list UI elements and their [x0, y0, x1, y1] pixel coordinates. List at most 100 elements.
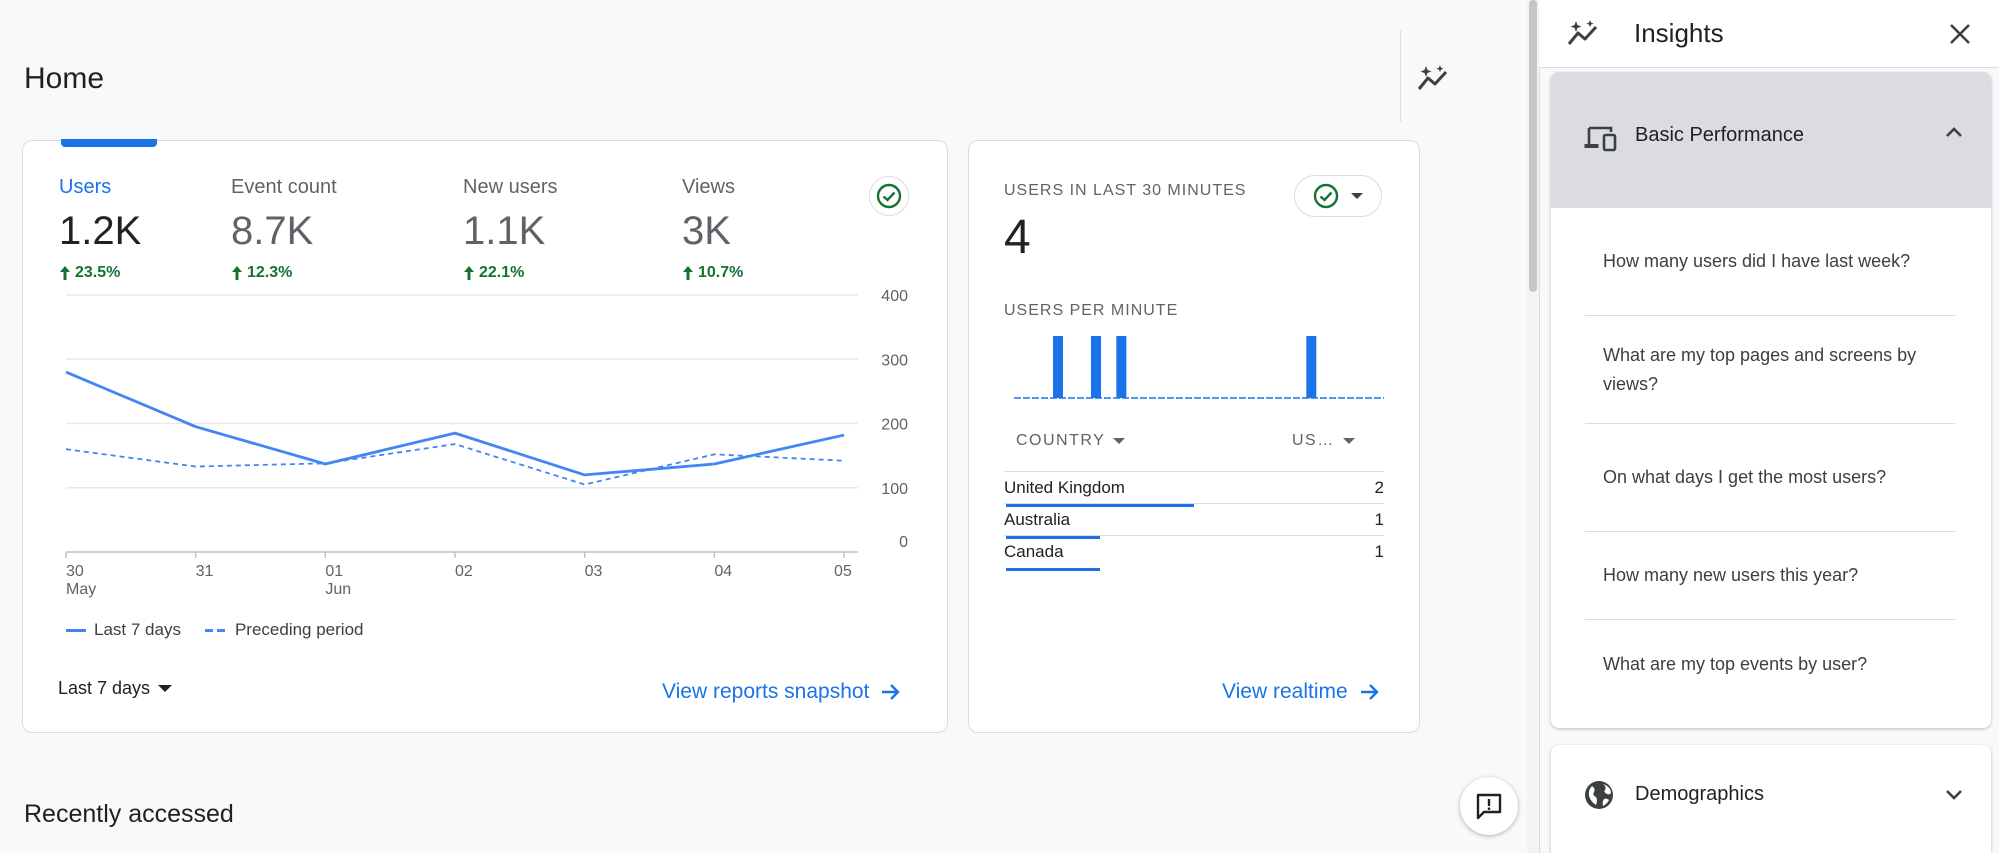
feedback-button[interactable]	[1460, 777, 1518, 835]
legend-item-previous: Preceding period	[204, 620, 364, 640]
insights-sparkle-icon	[1417, 65, 1448, 90]
per-minute-bar	[1053, 336, 1063, 398]
country-column-header[interactable]: COUNTRY	[1016, 432, 1126, 450]
metric-change: 22.1%	[463, 264, 557, 282]
insights-button[interactable]	[1416, 60, 1452, 96]
feedback-icon	[1476, 793, 1502, 820]
metric-label: Users	[59, 176, 112, 198]
share-bar	[1006, 536, 1100, 539]
view-realtime-link[interactable]: View realtime	[1222, 680, 1380, 704]
data-quality-button[interactable]	[869, 176, 909, 216]
users-per-minute-label: USERS PER MINUTE	[1004, 302, 1179, 319]
arrow-up-icon	[683, 266, 693, 280]
metric-label: Views	[682, 176, 735, 198]
legend-label: Last 7 days	[94, 620, 181, 639]
column-label: COUNTRY	[1016, 432, 1106, 449]
metric-users[interactable]: Users 1.2K 23.5%	[59, 176, 141, 282]
check-circle-icon	[1313, 183, 1339, 209]
share-bar	[1006, 568, 1100, 571]
summary-card	[22, 140, 948, 733]
date-range-label: Last 7 days	[58, 678, 151, 698]
table-row[interactable]: United Kingdom 2	[1004, 471, 1384, 507]
metric-change-value: 12.3%	[247, 264, 293, 281]
realtime-count: 4	[1004, 211, 1031, 264]
table-row[interactable]: Australia 1	[1004, 503, 1384, 539]
x-tick-month-label: May	[66, 581, 96, 598]
arrow-up-icon	[60, 266, 70, 280]
arrow-right-icon	[882, 684, 901, 700]
caret-down-icon	[1113, 437, 1126, 444]
legend-label: Preceding period	[234, 620, 364, 639]
metric-views[interactable]: Views 3K 10.7%	[682, 176, 743, 282]
view-reports-snapshot-link[interactable]: View reports snapshot	[662, 680, 901, 704]
close-insights-button[interactable]	[1942, 16, 1978, 52]
close-icon	[1950, 24, 1970, 44]
y-tick-label: 400	[881, 288, 908, 305]
insight-question[interactable]: How many new users this year?	[1585, 532, 1955, 620]
country-users: 2	[1374, 478, 1384, 497]
realtime-quality-dropdown[interactable]	[1294, 175, 1382, 217]
insight-question[interactable]: What are my top events by user?	[1603, 653, 1868, 674]
solid-line-swatch	[66, 628, 86, 632]
metric-new-users[interactable]: New users 1.1K 22.1%	[463, 176, 557, 282]
date-range-dropdown[interactable]: Last 7 days	[58, 678, 173, 699]
per-minute-bar	[1306, 336, 1317, 398]
country-name: Australia	[1004, 510, 1071, 529]
per-minute-bar	[1116, 336, 1127, 398]
metric-value: 3K	[682, 209, 731, 253]
x-tick-month-label: Jun	[325, 581, 351, 598]
insight-question[interactable]: What are my top pages and screens by vie…	[1585, 316, 1955, 424]
insight-question[interactable]: How many users did I have last week?	[1585, 208, 1955, 316]
caret-down-icon	[158, 684, 173, 692]
share-bar	[1006, 504, 1194, 507]
y-tick-label: 100	[881, 481, 908, 498]
metric-value: 1.2K	[59, 209, 142, 253]
devices-icon	[1584, 126, 1617, 152]
insights-panel-header	[1539, 0, 1999, 68]
caret-down-icon	[1351, 192, 1363, 199]
x-tick-label: 05	[834, 563, 852, 580]
metric-change-value: 23.5%	[75, 264, 121, 281]
metric-change-value: 22.1%	[479, 264, 525, 281]
x-tick-label: 02	[455, 563, 473, 580]
column-label: US…	[1292, 432, 1335, 449]
x-tick-label: 01	[325, 563, 343, 580]
section-title: Demographics	[1635, 783, 1764, 805]
main-content: Home Users 1.2K 23.5% Event count 8.7K 1…	[22, 30, 1518, 835]
metric-label: Event count	[231, 176, 337, 198]
x-tick-label: 04	[714, 563, 732, 580]
chevron-up-icon	[1946, 127, 1962, 137]
country-name: Canada	[1004, 542, 1064, 561]
per-minute-bar	[1091, 336, 1101, 398]
arrow-up-icon	[232, 266, 242, 280]
chevron-down-icon	[1946, 790, 1962, 800]
y-tick-label: 300	[881, 352, 908, 369]
basic-performance-header[interactable]: Basic Performance	[1551, 72, 1991, 208]
caret-down-icon	[1342, 437, 1355, 444]
link-label: View realtime	[1222, 680, 1348, 703]
y-tick-label: 200	[881, 417, 908, 434]
country-users: 1	[1374, 542, 1384, 561]
metric-change: 10.7%	[682, 264, 743, 282]
metric-event-count[interactable]: Event count 8.7K 12.3%	[231, 176, 337, 282]
check-circle-icon	[876, 183, 902, 209]
insight-question[interactable]: On what days I get the most users?	[1585, 424, 1955, 532]
users-column-header[interactable]: US…	[1292, 432, 1355, 450]
metric-change: 12.3%	[231, 264, 337, 282]
demographics-section: Demographics	[1551, 745, 1991, 853]
metric-value: 1.1K	[463, 209, 546, 253]
table-row[interactable]: Canada 1	[1004, 535, 1384, 571]
scrollbar-thumb[interactable]	[1529, 0, 1537, 292]
series-line-previous	[65, 443, 845, 486]
x-tick-label: 31	[196, 563, 214, 580]
series-line-current	[65, 370, 845, 477]
metric-value: 8.7K	[231, 209, 314, 253]
legend-item-current: Last 7 days	[66, 620, 181, 640]
arrow-right-icon	[1360, 684, 1379, 700]
chart-legend: Last 7 days Preceding period	[66, 620, 377, 640]
realtime-card	[968, 140, 1420, 733]
metric-label: New users	[463, 176, 558, 198]
demographics-header[interactable]: Demographics	[1551, 745, 1991, 853]
insights-panel-title: Insights	[1634, 18, 1724, 48]
